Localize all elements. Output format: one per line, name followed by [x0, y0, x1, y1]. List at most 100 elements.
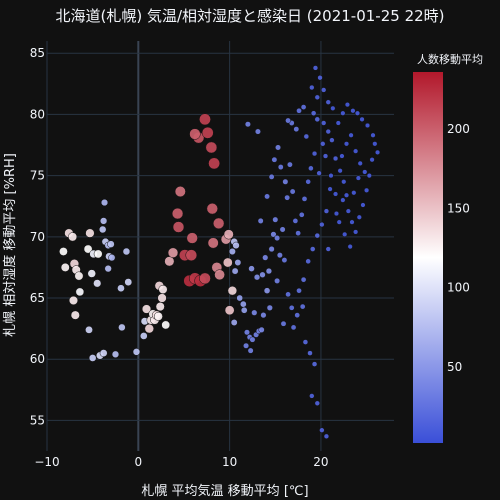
data-point: [309, 393, 315, 399]
data-point: [292, 218, 299, 224]
colorbar-tick-label: 150: [447, 201, 470, 215]
data-point: [274, 277, 281, 284]
data-point: [320, 120, 327, 126]
data-point: [83, 244, 93, 254]
colorbar: [413, 72, 443, 443]
data-point: [353, 229, 359, 235]
data-point: [108, 254, 116, 262]
data-point: [144, 323, 154, 334]
data-point: [282, 178, 289, 185]
data-point: [100, 198, 109, 207]
data-point: [249, 336, 256, 343]
data-point: [275, 144, 282, 151]
data-point: [357, 160, 363, 166]
data-point: [332, 155, 339, 162]
data-point: [264, 193, 271, 200]
data-point: [158, 284, 168, 294]
data-point: [259, 271, 266, 278]
data-point: [280, 320, 287, 327]
colorbar-tick-label: 200: [447, 122, 470, 136]
data-point: [222, 257, 233, 268]
data-point: [70, 310, 80, 320]
data-point: [285, 291, 291, 298]
data-point: [68, 295, 79, 306]
y-tick-label: 85: [30, 46, 45, 60]
data-point: [243, 342, 250, 349]
data-point: [332, 191, 339, 197]
data-point: [271, 156, 278, 163]
data-point: [59, 247, 68, 256]
data-point: [93, 249, 103, 259]
data-point: [60, 262, 70, 272]
data-point: [141, 304, 152, 314]
data-point: [309, 84, 315, 91]
data-point: [369, 157, 375, 163]
data-point: [266, 304, 273, 311]
data-point: [167, 247, 179, 258]
y-tick-label: 55: [30, 413, 45, 427]
data-point: [337, 168, 343, 174]
data-point: [344, 102, 351, 108]
data-point: [213, 217, 225, 230]
data-point: [279, 226, 286, 233]
data-point: [288, 304, 295, 311]
data-point: [347, 244, 353, 250]
data-point: [117, 284, 125, 293]
data-point: [189, 128, 201, 140]
data-point: [199, 113, 211, 126]
data-point: [311, 361, 318, 367]
data-point: [201, 126, 214, 139]
data-point: [284, 194, 291, 201]
data-point: [258, 326, 265, 333]
data-point: [312, 65, 319, 71]
data-point: [300, 104, 307, 110]
data-point: [360, 202, 366, 208]
data-point: [74, 271, 84, 281]
data-point: [118, 323, 126, 332]
data-point: [253, 274, 261, 281]
data-point: [301, 196, 308, 202]
data-point: [354, 110, 361, 116]
data-point: [285, 117, 292, 124]
y-tick-label: 65: [30, 291, 45, 305]
data-point: [228, 248, 236, 256]
data-point: [289, 188, 296, 195]
data-point: [359, 116, 365, 122]
data-point: [185, 249, 198, 262]
data-point: [272, 216, 279, 223]
data-point: [107, 240, 115, 248]
data-point: [257, 217, 264, 224]
data-point: [320, 141, 326, 147]
data-point: [88, 354, 97, 362]
data-point: [322, 153, 329, 159]
x-axis-label: 札幌 平均気温 移動平均 [℃]: [141, 483, 308, 499]
data-point: [296, 107, 302, 114]
data-point: [254, 128, 261, 135]
data-point: [300, 276, 307, 283]
data-point: [330, 105, 336, 111]
data-point: [104, 264, 112, 273]
data-point: [99, 217, 108, 225]
data-point: [305, 258, 311, 265]
data-point: [302, 339, 309, 345]
data-point: [98, 225, 107, 234]
data-point: [305, 178, 311, 185]
x-tick-label: 10: [222, 455, 237, 469]
data-point: [363, 187, 370, 193]
data-point: [240, 306, 248, 314]
data-point: [316, 170, 322, 176]
data-point: [329, 137, 335, 143]
data-point: [87, 269, 96, 278]
data-points: [59, 65, 381, 440]
data-point: [351, 190, 357, 196]
data-point: [298, 211, 305, 218]
data-point: [303, 133, 310, 140]
data-point: [296, 287, 302, 294]
data-point: [342, 231, 348, 237]
data-point: [277, 164, 284, 170]
grid: [46, 41, 394, 451]
x-tick-label: 20: [313, 455, 328, 469]
data-point: [323, 208, 330, 214]
data-point: [276, 252, 283, 259]
data-point: [234, 259, 242, 266]
